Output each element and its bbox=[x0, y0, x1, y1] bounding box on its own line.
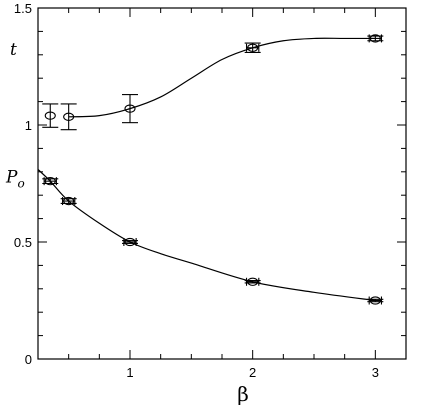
x-axis-title: β bbox=[237, 382, 249, 406]
marker-circle bbox=[369, 34, 381, 43]
point-p bbox=[60, 196, 77, 206]
series-label-subscript: o bbox=[17, 176, 24, 190]
x-tick-label: 3 bbox=[372, 365, 379, 380]
marker-circle bbox=[63, 196, 75, 206]
point-p bbox=[122, 237, 138, 247]
point-t bbox=[367, 34, 384, 43]
point-p bbox=[367, 296, 384, 305]
point-t bbox=[42, 103, 59, 128]
curve-t bbox=[68, 37, 376, 118]
fit-curves bbox=[37, 37, 376, 302]
y-tick-label: 1.5 bbox=[14, 1, 32, 16]
y-tick-label: 0 bbox=[25, 352, 32, 367]
plot-frame bbox=[37, 7, 407, 360]
marker-circle bbox=[247, 43, 259, 52]
tick-labels: 1 2 3 0 0.5 1 1.5 bbox=[14, 1, 379, 380]
marker-circle bbox=[63, 112, 75, 121]
point-t bbox=[60, 103, 77, 131]
marker-circle bbox=[44, 111, 56, 120]
point-t bbox=[244, 42, 261, 54]
marker-circle bbox=[369, 296, 381, 305]
series-labels: t Po bbox=[5, 40, 25, 191]
y-tick-label: 1 bbox=[25, 118, 32, 133]
curve-p bbox=[37, 169, 376, 302]
marker-circle bbox=[124, 104, 136, 113]
marker-circle bbox=[247, 277, 259, 286]
point-p bbox=[244, 277, 261, 286]
series-label-p: Po bbox=[5, 167, 25, 190]
y-tick-label: 0.5 bbox=[14, 235, 32, 250]
point-p bbox=[42, 177, 59, 186]
point-t bbox=[122, 94, 138, 124]
marker-circle bbox=[124, 237, 136, 247]
series-label-name: P bbox=[5, 167, 18, 187]
marker-circle bbox=[44, 177, 56, 186]
axis-ticks bbox=[38, 7, 407, 360]
x-tick-label: 1 bbox=[126, 365, 133, 380]
series-label-name: t bbox=[10, 40, 17, 60]
series-label-t: t bbox=[10, 40, 17, 60]
x-tick-label: 2 bbox=[249, 365, 256, 380]
data-points bbox=[42, 34, 384, 305]
